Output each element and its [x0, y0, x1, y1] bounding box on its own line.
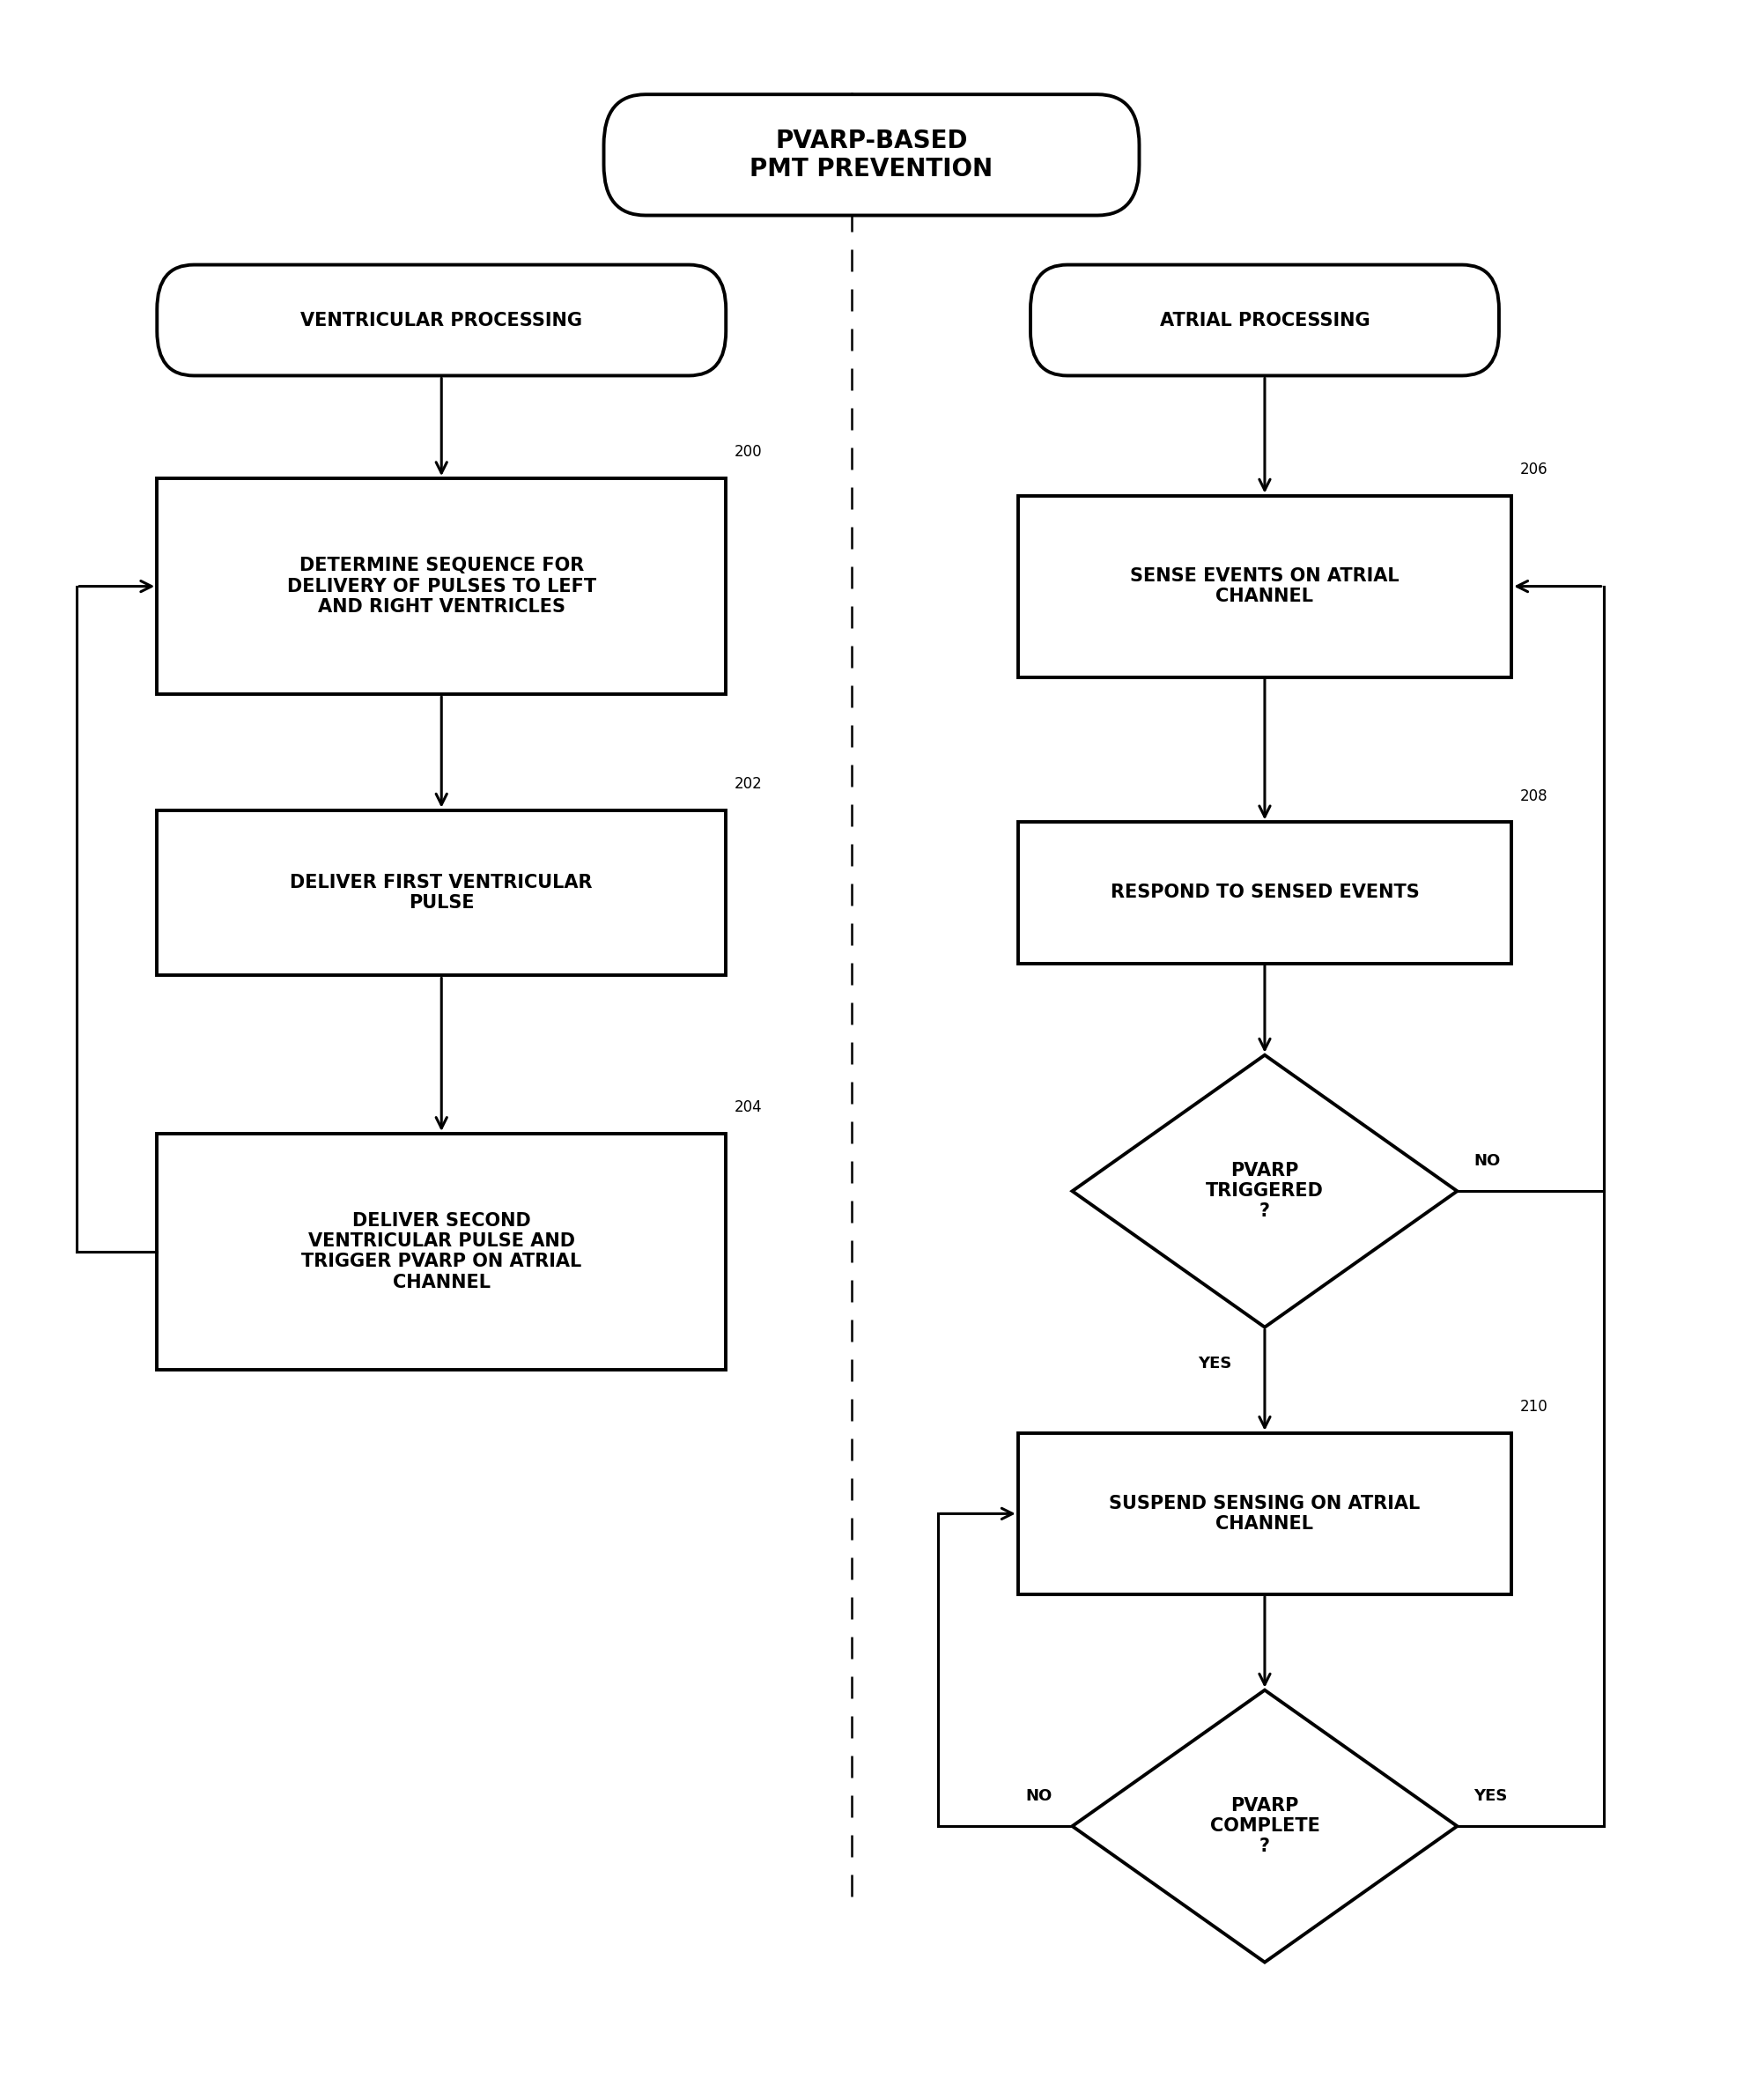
- Polygon shape: [1072, 1690, 1457, 1961]
- Polygon shape: [1072, 1054, 1457, 1327]
- Text: 210: 210: [1520, 1399, 1548, 1415]
- Text: DETERMINE SEQUENCE FOR
DELIVERY OF PULSES TO LEFT
AND RIGHT VENTRICLES: DETERMINE SEQUENCE FOR DELIVERY OF PULSE…: [288, 556, 596, 615]
- Text: ATRIAL PROCESSING: ATRIAL PROCESSING: [1159, 311, 1370, 330]
- Text: NO: NO: [1475, 1153, 1501, 1170]
- Text: SENSE EVENTS ON ATRIAL
CHANNEL: SENSE EVENTS ON ATRIAL CHANNEL: [1129, 567, 1400, 605]
- Text: YES: YES: [1475, 1787, 1508, 1804]
- Text: PVARP
COMPLETE
?: PVARP COMPLETE ?: [1210, 1798, 1319, 1856]
- Text: PVARP
TRIGGERED
?: PVARP TRIGGERED ?: [1206, 1161, 1323, 1220]
- Text: 208: 208: [1520, 788, 1548, 804]
- Text: 202: 202: [734, 777, 762, 792]
- Text: VENTRICULAR PROCESSING: VENTRICULAR PROCESSING: [300, 311, 582, 330]
- FancyBboxPatch shape: [1030, 265, 1499, 376]
- Text: 204: 204: [734, 1100, 762, 1115]
- Text: YES: YES: [1197, 1357, 1231, 1371]
- Text: SUSPEND SENSING ON ATRIAL
CHANNEL: SUSPEND SENSING ON ATRIAL CHANNEL: [1109, 1495, 1421, 1533]
- Bar: [157, 479, 725, 695]
- Text: DELIVER FIRST VENTRICULAR
PULSE: DELIVER FIRST VENTRICULAR PULSE: [289, 874, 593, 911]
- Bar: [1018, 823, 1511, 964]
- Text: PVARP-BASED
PMT PREVENTION: PVARP-BASED PMT PREVENTION: [749, 128, 994, 181]
- Text: DELIVER SECOND
VENTRICULAR PULSE AND
TRIGGER PVARP ON ATRIAL
CHANNEL: DELIVER SECOND VENTRICULAR PULSE AND TRI…: [302, 1212, 582, 1292]
- Text: 200: 200: [734, 445, 762, 460]
- Text: 206: 206: [1520, 462, 1548, 477]
- Bar: [157, 811, 725, 974]
- Bar: [157, 1134, 725, 1369]
- Bar: [1018, 1432, 1511, 1594]
- FancyBboxPatch shape: [157, 265, 725, 376]
- FancyBboxPatch shape: [603, 94, 1140, 216]
- Bar: [1018, 496, 1511, 676]
- Text: NO: NO: [1025, 1787, 1053, 1804]
- Text: RESPOND TO SENSED EVENTS: RESPOND TO SENSED EVENTS: [1110, 884, 1419, 901]
